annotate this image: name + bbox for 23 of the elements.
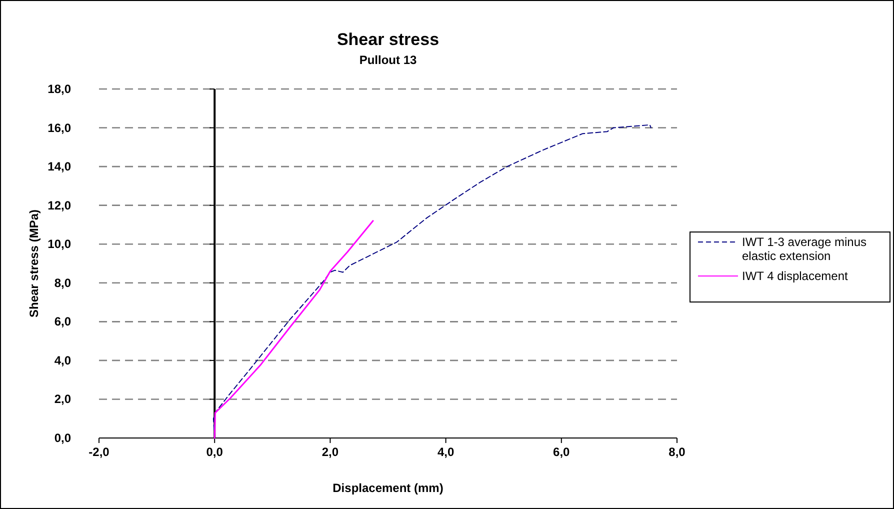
- x-tick-label: 4,0: [437, 445, 454, 459]
- x-axis-title: Displacement (mm): [332, 481, 444, 495]
- chart-title: Shear stress: [336, 30, 440, 49]
- y-tick-label: 6,0: [54, 314, 72, 329]
- x-tick-label: 6,0: [553, 445, 570, 459]
- y-tick-label: 10,0: [48, 237, 72, 252]
- y-tick-label: 12,0: [48, 198, 72, 212]
- y-tick-label: 4,0: [54, 353, 72, 368]
- x-tick-label: 2,0: [322, 445, 339, 459]
- y-tick-label: 18,0: [48, 82, 72, 96]
- legend-label: IWT 4 displacement: [742, 269, 848, 283]
- legend-label: IWT 1-3 average minus elastic extension: [742, 235, 866, 263]
- y-tick-label: 0,0: [54, 431, 72, 445]
- x-tick-label: 8,0: [668, 445, 686, 459]
- y-axis-title: Shear stress (MPa): [27, 209, 41, 318]
- y-tick-label: 2,0: [54, 392, 72, 406]
- chart-subtitle: Pullout 13: [359, 53, 417, 67]
- y-tick-label: 8,0: [54, 276, 72, 290]
- x-tick-label: -2,0: [88, 445, 110, 459]
- line-series: [214, 220, 374, 439]
- x-tick-label: 0,0: [206, 445, 224, 459]
- y-tick-label: 14,0: [48, 160, 72, 174]
- y-tick-label: 16,0: [48, 120, 72, 135]
